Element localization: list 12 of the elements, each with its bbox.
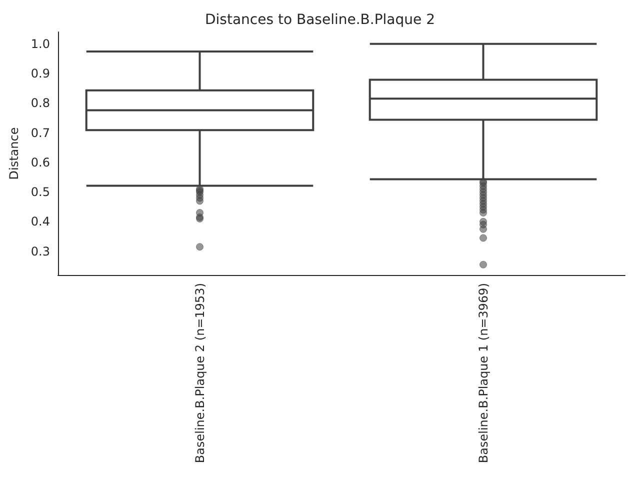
y-tick-label: 0.7 [30,126,50,140]
y-tick-label: 0.6 [30,155,50,170]
y-tick-label: 0.9 [30,66,50,80]
y-tick-label: 1.0 [30,36,50,51]
y-tick-label: 0.4 [30,214,50,229]
x-tick-label: Baseline.B.Plaque 2 (n=1953) [192,283,207,464]
y-tick-label: 0.5 [30,185,50,200]
y-tick-label: 0.8 [30,96,50,110]
y-axis-title: Distance [7,127,21,180]
x-tick-label: Baseline.B.Plaque 1 (n=3969) [476,283,490,464]
y-tick-label: 0.3 [30,244,50,258]
chart-title: Distances to Baseline.B.Plaque 2 [205,12,435,28]
